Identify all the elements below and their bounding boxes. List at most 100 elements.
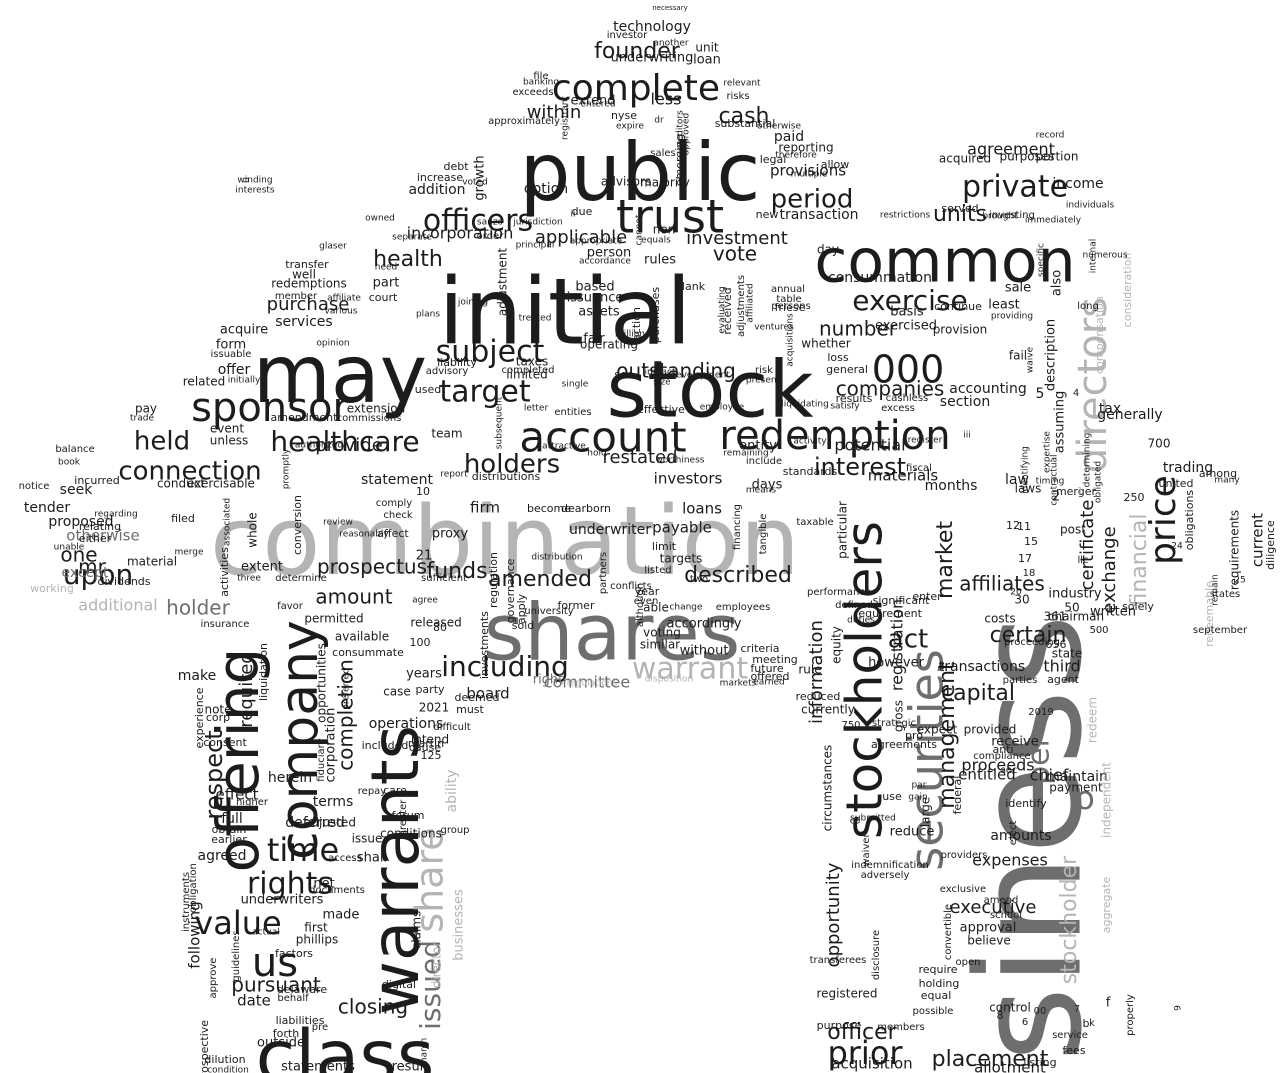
cloud-word-duties-385: duties [847, 616, 875, 626]
cloud-word-extension-326: extension [347, 402, 406, 416]
cloud-word-many-524: many [1214, 476, 1240, 486]
cloud-word-respect-49: respect [200, 730, 228, 819]
cloud-word-1-548: 1 [1077, 486, 1083, 497]
cloud-word-individuals-512: individuals [1066, 201, 1115, 211]
cloud-word-allotment-221: allotment [974, 1059, 1046, 1073]
cloud-word-expire-489: expire [616, 122, 644, 132]
cloud-word-incurred-320: incurred [74, 474, 119, 487]
cloud-word-llc-543: llc [1077, 555, 1088, 566]
cloud-word-principal-481: principal [516, 241, 555, 251]
cloud-word-common-6: common [814, 227, 1075, 297]
cloud-word-enter-397: enter [912, 590, 942, 603]
cloud-word-merger-355: merger [1056, 485, 1097, 498]
cloud-word-option-107: option [524, 181, 568, 197]
cloud-word-approve-416: approve [208, 958, 219, 999]
cloud-word-claims-310: claims [410, 911, 424, 950]
cloud-word-attractive-465: attractive [542, 442, 586, 452]
cloud-word-regarding-457: regarding [94, 510, 137, 520]
cloud-word-purchase-110: purchase [267, 294, 350, 315]
cloud-word-hold-464: hold [587, 449, 606, 459]
cloud-word-upon-40: upon [63, 558, 133, 591]
cloud-word-meeting-248: meeting [752, 653, 798, 666]
cloud-word-continue-346: continue [934, 300, 982, 313]
cloud-word-used-191: used [415, 383, 441, 396]
cloud-word-solely-353: solely [1122, 600, 1154, 613]
cloud-word-agree-412: agree [412, 596, 438, 606]
cloud-word-corporation-271: corporation [324, 708, 339, 783]
cloud-word-repay-426: repay [358, 786, 387, 797]
cloud-word-10-556: 10 [416, 485, 430, 498]
cloud-word-except-95: except [61, 565, 109, 581]
cloud-word-control-218: control [989, 1001, 1031, 1015]
cloud-word-may-5: may [253, 328, 427, 421]
cloud-word-par-528: par [912, 781, 927, 791]
cloud-word-difficult-432: difficult [433, 722, 470, 733]
cloud-word-management-38: management [935, 661, 960, 809]
cloud-word-favor-409: favor [277, 601, 304, 612]
cloud-word-conduct-318: conduct [157, 477, 205, 491]
cloud-word-reasonably-454: reasonably [339, 530, 389, 540]
cloud-word-dr-540: dr [654, 116, 664, 126]
cloud-word-federal-376: federal [951, 776, 964, 815]
cloud-word-affiliate-499: affiliate [327, 294, 361, 304]
cloud-word-expenses-80: expenses [972, 851, 1048, 870]
cloud-word-criteria-251: criteria [740, 642, 779, 655]
cloud-word-although-442: although [635, 583, 646, 627]
cloud-word-also-135: also [1050, 270, 1065, 296]
cloud-word-made-292: made [323, 908, 360, 923]
cloud-word-entity-127: entity [739, 439, 777, 454]
cloud-word-restated-114: restated [602, 447, 677, 468]
cloud-word-accounting-122: accounting [949, 381, 1026, 397]
cloud-word-earned-449: earned [753, 678, 785, 688]
cloud-word-filed-317: filed [171, 512, 195, 525]
cloud-word-determine-410: determine [275, 573, 327, 584]
cloud-word-various-500: various [325, 307, 358, 317]
cloud-word-employee-474: employee [700, 403, 745, 413]
cloud-word-us-19: us [252, 940, 298, 986]
cloud-word-assuming-202: assuming [1053, 391, 1068, 454]
cloud-word-opportunities-403: opportunities [315, 643, 329, 723]
cloud-word-exclusive-367: exclusive [940, 884, 986, 895]
cloud-word-class-8: class [256, 1015, 435, 1073]
cloud-word-disclosure-370: disclosure [871, 930, 882, 980]
cloud-word-generally-201: generally [1097, 407, 1162, 423]
cloud-word-identify-361: identify [1005, 797, 1047, 810]
cloud-word-glaser-497: glaser [319, 242, 347, 252]
cloud-word-sanzo-487: sanzo [477, 218, 504, 228]
cloud-word-circumstances-380: circumstances [821, 745, 835, 832]
cloud-word-aggregate-238: aggregate [1100, 876, 1113, 933]
cloud-word-2019-577: 2019 [1028, 707, 1053, 718]
cloud-word-ii-539: ii [570, 210, 575, 220]
cloud-word-tax-83: tax [1099, 401, 1121, 417]
cloud-word-full-287: full [221, 811, 243, 827]
cloud-word-phillips-295: phillips [296, 933, 338, 947]
cloud-word-fiscal-396: fiscal [906, 463, 932, 474]
cloud-word-requirement-383: requirement [854, 607, 923, 620]
cloud-word-stockholders-12: stockholders [836, 521, 894, 839]
cloud-word-taxable-388: taxable [796, 517, 833, 528]
cloud-word-per-30: per [1022, 734, 1057, 785]
cloud-word-issued-45: issued [414, 940, 447, 1030]
cloud-word-condition-306: condition [207, 1066, 249, 1073]
cloud-word-affiliated-534: affiliated [746, 283, 756, 323]
cloud-word-acquire-182: acquire [220, 323, 268, 338]
cloud-word-transaction-137: transaction [779, 207, 858, 223]
cloud-word-open-365: open [956, 957, 981, 968]
cloud-word-price-23: price [1143, 475, 1184, 565]
cloud-word-relevant-504: relevant [723, 79, 761, 89]
cloud-word-consummate-263: consummate [332, 646, 404, 659]
cloud-word-20-562: 20 [1010, 588, 1022, 598]
cloud-word-financing-390: financing [732, 504, 743, 550]
cloud-word-director-308: director [430, 942, 444, 989]
cloud-word-operations-270: operations [369, 716, 444, 732]
cloud-word-paid-139: paid [774, 129, 804, 145]
cloud-word-stockholder-46: stockholder [1057, 855, 1082, 984]
cloud-word-friese-335: friese [775, 301, 806, 314]
cloud-word-fiduciary-406: fiduciary [316, 738, 327, 782]
cloud-word-comply-314: comply [376, 498, 412, 509]
cloud-word-use-399: use [882, 790, 902, 803]
cloud-word-6-552: 6 [1022, 1017, 1028, 1028]
cloud-word-investments-433: investments [478, 611, 491, 679]
cloud-word-banking-492: banking [523, 78, 559, 88]
cloud-word-employees-448: employees [716, 602, 771, 613]
